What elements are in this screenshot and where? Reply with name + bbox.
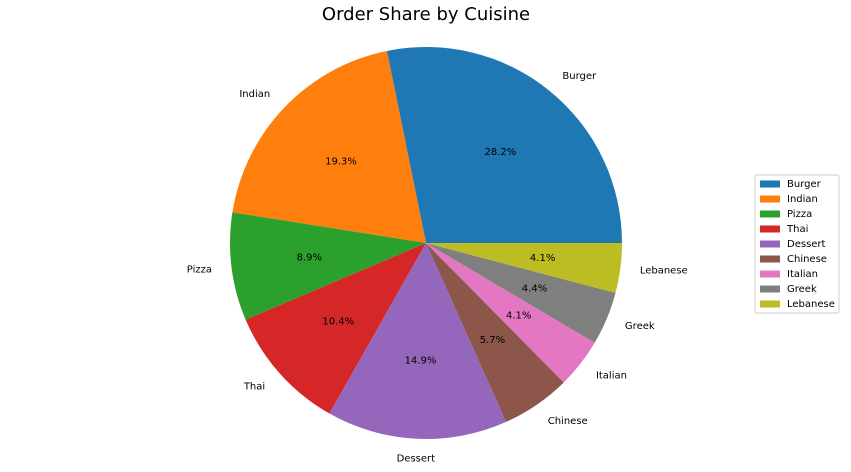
legend-label: Pizza: [787, 209, 812, 220]
slice-label: Burger: [562, 71, 597, 82]
legend: Burger Indian Pizza Thai Dessert Chinese Itali…: [754, 174, 840, 314]
pie-slice: [426, 243, 616, 343]
slice-label: Dessert: [397, 453, 436, 464]
slice-percent: 5.7%: [480, 335, 505, 346]
pie-slice: [245, 243, 426, 414]
slice-label: Thai: [243, 382, 265, 393]
slice-percent: 4.4%: [522, 283, 547, 294]
legend-swatch: [760, 300, 780, 308]
pie-slice: [426, 243, 564, 422]
legend-swatch: [760, 285, 780, 293]
legend-label: Chinese: [787, 254, 827, 265]
chart-title: Order Share by Cuisine: [322, 4, 530, 25]
legend-label: Dessert: [787, 239, 826, 250]
slice-percent: 4.1%: [506, 310, 531, 321]
legend-label: Italian: [787, 269, 818, 280]
legend-swatch: [760, 195, 780, 203]
legend-swatch: [760, 240, 780, 248]
legend-swatch: [760, 225, 780, 233]
pie-slice: [426, 243, 622, 293]
slice-percent: 19.3%: [325, 157, 357, 168]
legend-swatch: [760, 180, 780, 188]
legend-box: [754, 174, 840, 314]
pie-slice: [229, 212, 426, 320]
slice-label: Italian: [596, 371, 627, 382]
legend-label: Indian: [787, 194, 818, 205]
slice-percent: 28.2%: [484, 147, 516, 158]
slice-label: Lebanese: [640, 266, 688, 277]
slice-label: Indian: [239, 89, 270, 100]
legend-label: Burger: [787, 179, 822, 190]
slice-label: Chinese: [548, 416, 588, 427]
legend-label: Thai: [786, 224, 808, 235]
slice-percent: 10.4%: [322, 316, 354, 327]
legend-label: Lebanese: [787, 299, 835, 310]
legend-swatch: [760, 270, 780, 278]
pie-slice: [329, 243, 507, 439]
legend-swatch: [760, 255, 780, 263]
slice-percent: 14.9%: [405, 355, 437, 366]
legend-swatch: [760, 210, 780, 218]
pie-slice: [232, 50, 426, 243]
slice-percent: 8.9%: [297, 252, 322, 263]
pie-slice: [386, 46, 622, 243]
slice-label: Greek: [625, 321, 655, 332]
legend-label: Greek: [787, 284, 817, 295]
pie-slice: [426, 243, 595, 383]
slice-label: Pizza: [187, 264, 212, 275]
slice-percent: 4.1%: [530, 253, 555, 264]
